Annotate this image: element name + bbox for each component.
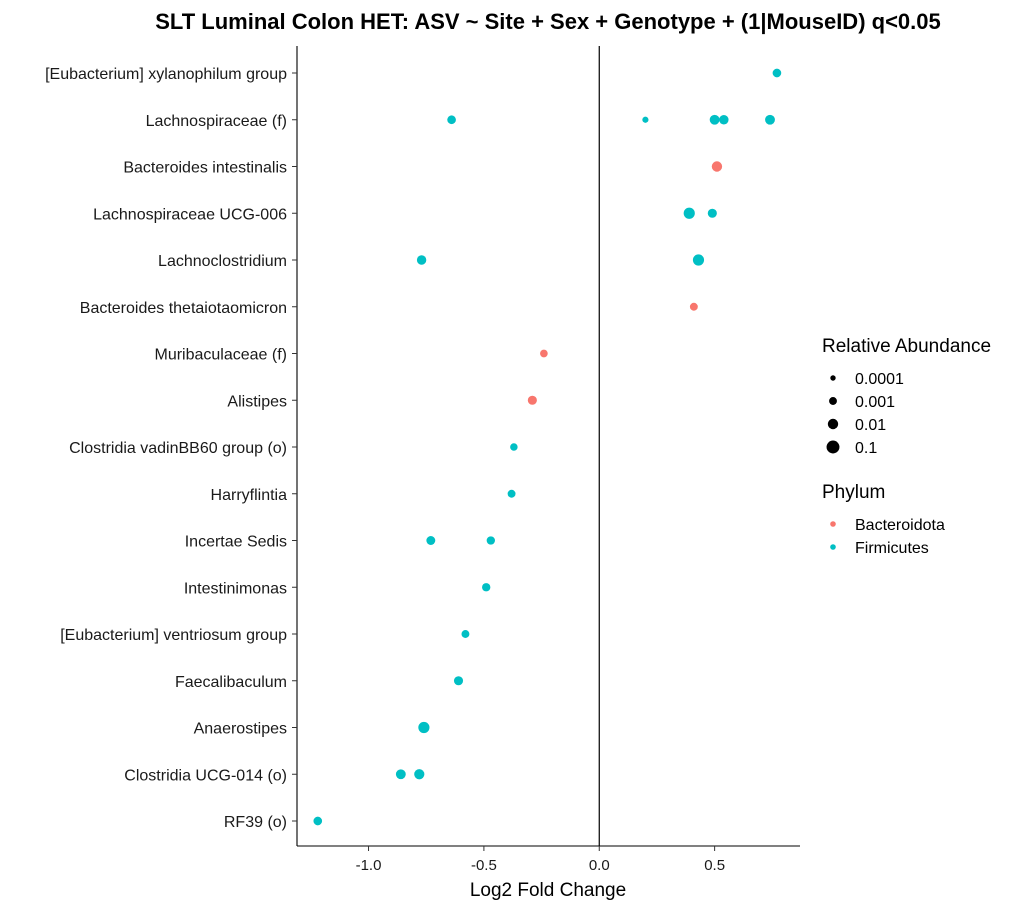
y-tick-label-incertae-sedis: Incertae Sedis — [185, 534, 287, 551]
y-tick-label-anaerostipes: Anaerostipes — [194, 721, 287, 738]
size-legend-label: 0.0001 — [855, 371, 904, 388]
data-point-lachnospiraceae-f — [642, 116, 649, 123]
data-point-bacteroides-thetaiotaomicron — [689, 302, 698, 311]
data-point-faecalibaculum — [453, 676, 464, 686]
x-tick-label: -0.5 — [471, 857, 497, 874]
data-point-lachnospiraceae-ucg-006 — [683, 207, 695, 219]
y-tick-label-lachnoclostridium: Lachnoclostridium — [158, 253, 287, 270]
x-tick-label: 0.0 — [589, 857, 610, 874]
legend: Relative Abundance 0.0001 0.001 0.01 0.1 Ph… — [822, 336, 991, 557]
y-axis: [Eubacterium] xylanophilum group Lachnosp… — [45, 46, 298, 846]
data-point-rf39-o — [313, 816, 323, 826]
chart-title: SLT Luminal Colon HET: ASV ~ Site + Sex … — [155, 9, 941, 34]
color-legend-key-bacteroidota — [830, 521, 836, 527]
data-point-lachnoclostridium — [416, 255, 427, 265]
size-legend-key — [829, 397, 837, 405]
size-legend-label: 0.1 — [855, 440, 877, 457]
data-point-lachnospiraceae-f — [719, 115, 729, 125]
y-tick-label-lachnospiraceae-ucg-006: Lachnospiraceae UCG-006 — [93, 206, 287, 223]
data-point-lachnospiraceae-f — [709, 114, 720, 125]
y-tick-label-intestinimonas: Intestinimonas — [184, 580, 287, 597]
color-legend-label-bacteroidota: Bacteroidota — [855, 517, 945, 534]
data-point-lachnospiraceae-f — [447, 115, 456, 125]
data-point-clostridia-ucg-014-o — [414, 769, 425, 780]
data-point-incertae-sedis — [486, 536, 495, 545]
data-point-lachnospiraceae-ucg-006 — [707, 208, 717, 218]
series-bacteroidota — [527, 161, 723, 405]
y-tick-label-faecalibaculum: Faecalibaculum — [175, 674, 287, 691]
y-tick-label-clostridia-vadinbb60-group-o: Clostridia vadinBB60 group (o) — [69, 440, 287, 457]
y-tick-label-bacteroides-intestinalis: Bacteroides intestinalis — [123, 160, 287, 177]
data-point-clostridia-vadinbb60-group-o — [510, 443, 518, 451]
y-tick-label-clostridia-ucg-014-o: Clostridia UCG-014 (o) — [124, 767, 287, 784]
x-tick-label: -1.0 — [356, 857, 382, 874]
x-tick-label: 0.5 — [704, 857, 725, 874]
data-point-bacteroides-intestinalis — [711, 161, 723, 172]
color-legend-key-firmicutes — [830, 544, 836, 550]
data-point-harryflintia — [507, 489, 516, 498]
y-tick-label-bacteroides-thetaiotaomicron: Bacteroides thetaiotaomicron — [80, 300, 287, 317]
plot-area — [313, 46, 782, 846]
series-firmicutes — [313, 68, 782, 826]
data-point-clostridia-ucg-014-o — [395, 769, 406, 780]
x-axis: -1.0 -0.5 0.0 0.5 — [297, 845, 800, 874]
data-point-eubacterium-ventriosum-group — [461, 630, 470, 638]
size-legend-key — [830, 375, 836, 381]
data-point-muribaculaceae-f — [540, 349, 548, 358]
y-tick-label-lachnospiraceae-f: Lachnospiraceae (f) — [146, 113, 287, 130]
size-legend-key — [826, 440, 840, 454]
color-legend-items: Bacteroidota Firmicutes — [830, 517, 945, 557]
data-point-anaerostipes — [418, 721, 430, 734]
y-tick-label-alistipes: Alistipes — [227, 393, 287, 410]
y-tick-label-rf39-o: RF39 (o) — [224, 814, 287, 831]
data-point-alistipes — [527, 395, 537, 405]
size-legend-key — [827, 418, 839, 430]
y-tick-label-eubacterium-ventriosum-group: [Eubacterium] ventriosum group — [60, 627, 287, 644]
data-point-lachnospiraceae-f — [765, 114, 775, 125]
data-point-incertae-sedis — [426, 536, 436, 545]
y-tick-label-harryflintia: Harryflintia — [211, 487, 288, 504]
y-tick-label-eubacterium-xylanophilum-group: [Eubacterium] xylanophilum group — [45, 66, 287, 83]
size-legend-label: 0.01 — [855, 417, 886, 434]
color-legend-label-firmicutes: Firmicutes — [855, 540, 929, 557]
y-tick-label-muribaculaceae-f: Muribaculaceae (f) — [155, 347, 288, 364]
size-legend-title: Relative Abundance — [822, 336, 991, 357]
data-point-intestinimonas — [482, 583, 491, 592]
data-point-lachnoclostridium — [692, 254, 705, 266]
size-legend-items: 0.0001 0.001 0.01 0.1 — [826, 371, 904, 457]
size-legend-label: 0.001 — [855, 394, 895, 411]
data-point-eubacterium-xylanophilum-group — [772, 68, 782, 78]
x-axis-label: Log2 Fold Change — [470, 880, 626, 901]
color-legend-title: Phylum — [822, 482, 885, 503]
